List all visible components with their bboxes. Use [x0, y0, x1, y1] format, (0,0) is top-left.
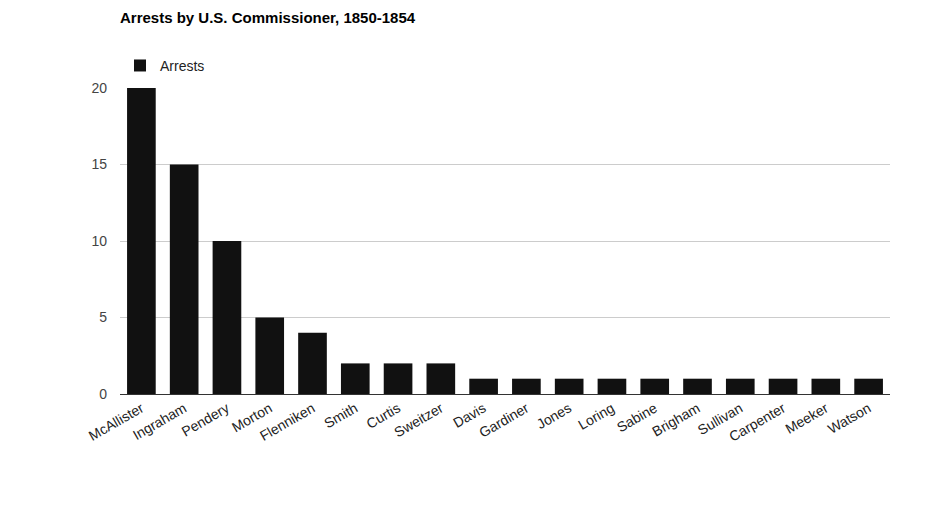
svg-text:Ingraham: Ingraham — [130, 400, 189, 443]
svg-text:20: 20 — [91, 80, 107, 96]
svg-text:Watson: Watson — [825, 400, 874, 437]
svg-text:Smith: Smith — [321, 400, 360, 432]
svg-text:Brigham: Brigham — [649, 400, 702, 440]
svg-text:Meeker: Meeker — [782, 399, 831, 436]
svg-text:Pendery: Pendery — [179, 400, 232, 440]
svg-text:10: 10 — [91, 233, 107, 249]
svg-text:Loring: Loring — [575, 400, 617, 433]
svg-text:Flenniken: Flenniken — [257, 400, 318, 444]
svg-text:0: 0 — [99, 386, 107, 402]
svg-text:5: 5 — [99, 309, 107, 325]
svg-text:McAllister: McAllister — [86, 399, 147, 443]
svg-text:Carpenter: Carpenter — [726, 399, 788, 444]
svg-text:Arrests: Arrests — [160, 58, 204, 74]
svg-text:Jones: Jones — [534, 400, 574, 433]
svg-text:Morton: Morton — [229, 400, 275, 436]
svg-text:Sweitzer: Sweitzer — [391, 399, 446, 440]
svg-text:Arrests by U.S. Commissioner,: Arrests by U.S. Commissioner, 1850-1854 — [120, 9, 416, 26]
svg-text:Davis: Davis — [450, 400, 488, 431]
svg-text:Sullivan: Sullivan — [695, 400, 745, 438]
svg-text:15: 15 — [91, 156, 107, 172]
svg-text:Curtis: Curtis — [363, 400, 403, 432]
svg-text:Sabine: Sabine — [614, 399, 660, 435]
svg-text:Gardiner: Gardiner — [476, 399, 531, 440]
